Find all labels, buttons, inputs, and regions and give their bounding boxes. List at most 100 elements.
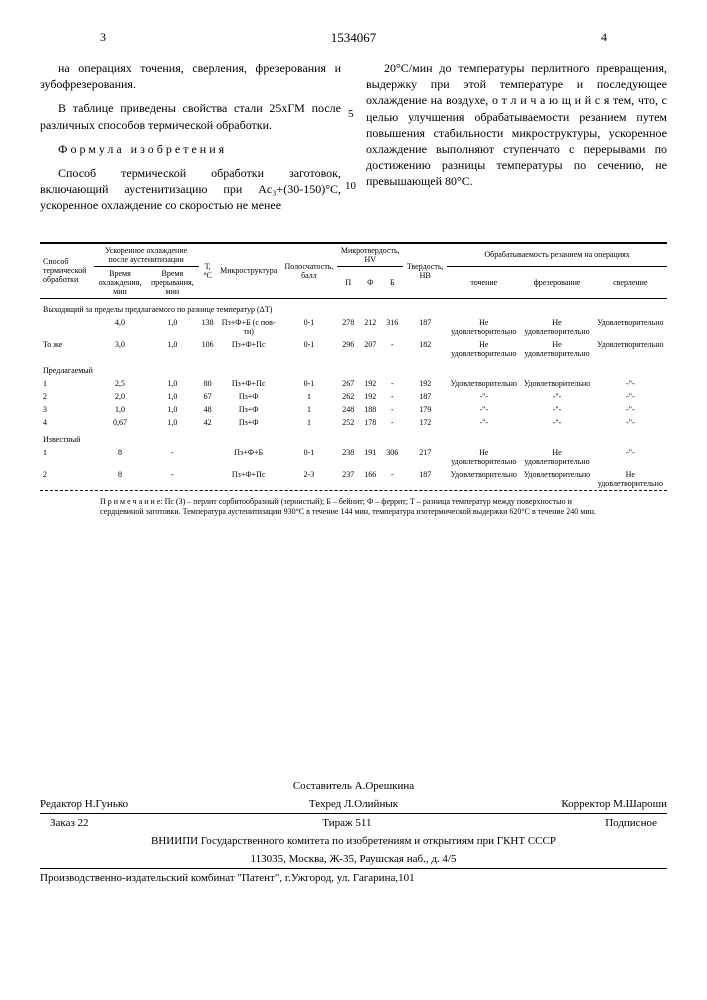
cell: 179 [403,403,447,416]
table-row: 18-Пз+Ф+Б0-1238191306217Не удовлетворите… [40,446,667,468]
cell: -"- [594,403,667,416]
formula-title: Формула изобретения [40,141,341,157]
line-marker-10: 10 [345,180,356,192]
body-columns: на операциях точения, сверления, фрезеро… [40,60,667,222]
cell: Пз+Ф [217,416,281,429]
cell: - [381,338,403,360]
cell: 212 [359,316,381,338]
th-method: Способ термической обработки [40,243,94,298]
cell: 1,0 [146,416,198,429]
cell: 191 [359,446,381,468]
cell: 187 [403,468,447,490]
th-hv-b: Б [381,266,403,298]
cell: Не удовлетворительно [447,338,520,360]
cell: -"- [594,390,667,403]
cell: 48 [199,403,217,416]
cell: 262 [337,390,359,403]
th-hv: Микротвердость, HV [337,243,403,266]
cell: Удовлетворительно [447,377,520,390]
tirazh: Тираж 511 [322,817,371,829]
cell: 237 [337,468,359,490]
cell: 138 [199,316,217,338]
cell: Не удовлетворительно [447,446,520,468]
table-row: То же3,01,0106Пз+Ф+Пс0-1296207-182Не удо… [40,338,667,360]
cell: - [381,416,403,429]
sub: Подписное [605,817,657,829]
left-p2: В таблице приведены свойства стали 25хГМ… [40,100,341,132]
cell: Пз+Ф+Пс [217,468,281,490]
cell: 182 [403,338,447,360]
cell: 106 [199,338,217,360]
th-hb: Твердость, НВ [403,243,447,298]
cell: 278 [337,316,359,338]
cell: 1 [281,403,338,416]
cell: 0-1 [281,338,338,360]
editor: Редактор Н.Гунько [40,798,249,810]
left-p3: Способ термической обработки заготовок, … [40,165,341,214]
th-mill: фрезерование [520,266,593,298]
cell: 3,0 [94,338,146,360]
section-label: Выходящий за пределы предлагаемого по ра… [40,298,667,316]
org: ВНИИПИ Государственного комитета по изоб… [40,832,667,850]
order: Заказ 22 [50,817,89,829]
cell: -"- [447,390,520,403]
th-break-time: Время прерывания, мин [146,266,198,298]
cell: 1 [40,446,94,468]
th-ms: Микроструктура [217,243,281,298]
cell: 0-1 [281,446,338,468]
left-p1: на операциях точения, сверления, фрезеро… [40,60,341,92]
table-row: 31,01,048Пз+Ф1248188-179-"--"--"- [40,403,667,416]
cell: - [381,403,403,416]
table-row: 22,01,067Пз+Ф1262192-187-"--"--"- [40,390,667,403]
cell: Не удовлетворительно [520,338,593,360]
page-header: 3 1534067 4 [40,30,667,46]
cell [40,316,94,338]
cell: 67 [199,390,217,403]
cell: -"- [594,446,667,468]
cell: Не удовлетворительно [594,468,667,490]
cell: 187 [403,390,447,403]
cell: 172 [403,416,447,429]
cell: Пз+Ф+Пс [217,377,281,390]
cell: 306 [381,446,403,468]
cell: 1,0 [146,338,198,360]
line-marker-5: 5 [348,108,354,120]
cell: Пз+Ф [217,403,281,416]
cell: 1,0 [146,377,198,390]
footer: Составитель А.Орешкина Редактор Н.Гунько… [40,777,667,887]
cell: 8 [94,468,146,490]
cell: 1,0 [94,403,146,416]
corrector: Корректор М.Шароши [458,798,667,810]
cell: Не удовлетворительно [520,316,593,338]
cell: Пз+Ф+Б (с пов-ти) [217,316,281,338]
cell: -"- [594,377,667,390]
cell: 1 [40,377,94,390]
cell: 192 [359,377,381,390]
cell: 3 [40,403,94,416]
cell: 0,67 [94,416,146,429]
cell: - [146,468,198,490]
cell: То же [40,338,94,360]
cell: Удовлетворительно [520,377,593,390]
cell: 0-1 [281,377,338,390]
cell: 2 [40,390,94,403]
data-table: Способ термической обработки Ускоренное … [40,242,667,491]
cell: 166 [359,468,381,490]
cell: - [381,377,403,390]
page-num-right: 4 [601,30,607,45]
cell: - [381,468,403,490]
cell: 0-1 [281,316,338,338]
cell [199,468,217,490]
right-p1: 20°С/мин до температуры перлитного превр… [366,60,667,190]
th-t: Т,°С [199,243,217,298]
cell: 178 [359,416,381,429]
doc-number: 1534067 [40,30,667,46]
th-hv-f: Ф [359,266,381,298]
cell: Пз+Ф [217,390,281,403]
th-cooling: Ускоренное охлаждение после аустенитизац… [94,243,199,266]
th-cool-time: Время охлаждения, мин [94,266,146,298]
cell: 316 [381,316,403,338]
th-hv-p: П [337,266,359,298]
cell: 192 [403,377,447,390]
cell: 42 [199,416,217,429]
